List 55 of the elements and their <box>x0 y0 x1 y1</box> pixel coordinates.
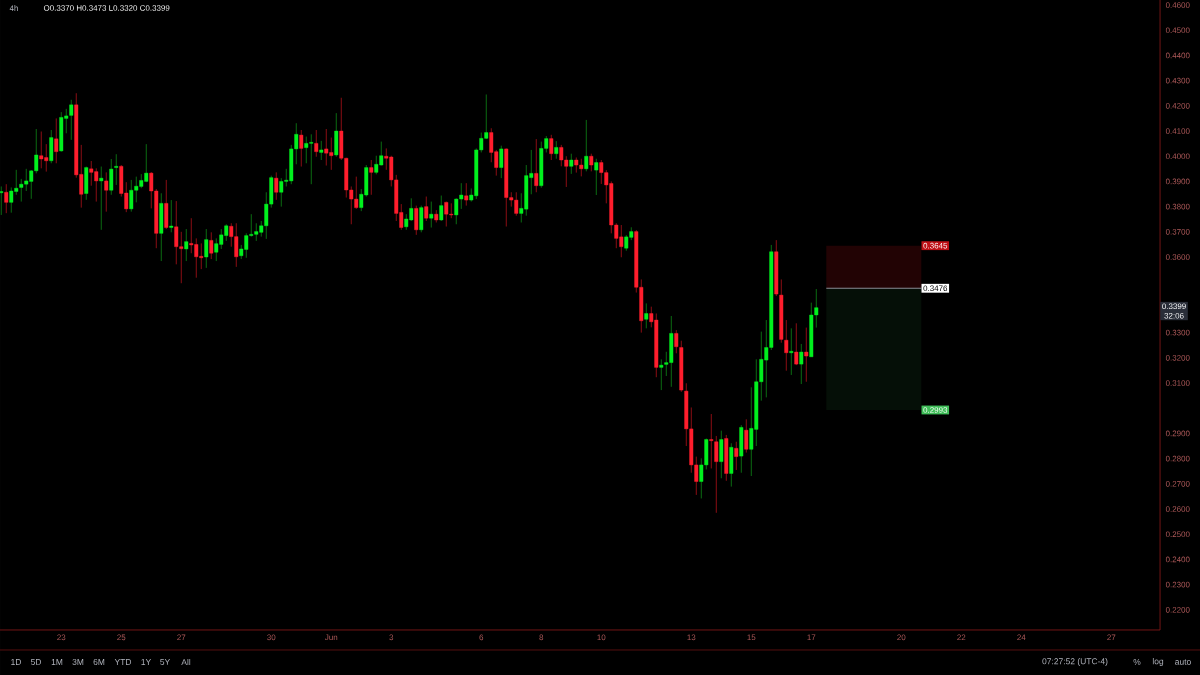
candlestick <box>644 302 649 329</box>
candlestick <box>4 183 9 214</box>
candlestick <box>499 145 504 179</box>
candlestick <box>419 205 424 233</box>
candlestick <box>334 112 339 158</box>
candlestick <box>369 159 374 196</box>
candlestick <box>314 129 319 158</box>
candlestick <box>424 196 429 222</box>
text: 5Y <box>160 659 171 665</box>
candlestick <box>534 138 539 193</box>
text: 07:27:52 (UTC-4) <box>1042 658 1108 666</box>
candlestick <box>569 153 574 175</box>
candlestick <box>719 430 724 479</box>
candlestick <box>799 343 804 385</box>
text: 1D <box>11 659 22 665</box>
candlestick <box>204 228 209 269</box>
candlestick <box>734 441 739 471</box>
candlestick <box>414 205 419 236</box>
candlestick <box>184 228 189 262</box>
candlestick <box>274 171 279 201</box>
candlestick <box>99 166 104 231</box>
candlestick <box>549 134 554 161</box>
candlestick <box>784 319 789 372</box>
candlestick <box>584 119 589 172</box>
candlestick <box>464 182 469 207</box>
candlestick <box>594 158 599 196</box>
text: YTD <box>114 659 132 665</box>
candlestick <box>794 322 799 366</box>
candlestick <box>674 329 679 354</box>
text: 1M <box>51 659 63 665</box>
candlestick <box>299 129 304 168</box>
candlestick <box>439 195 444 222</box>
text: 1Y <box>141 659 152 665</box>
candlestick <box>709 413 714 469</box>
candlestick <box>209 231 214 260</box>
candlestick <box>49 129 54 164</box>
candlestick <box>114 153 119 186</box>
text: 5D <box>30 659 42 665</box>
candlestick <box>169 199 174 233</box>
candlestick <box>109 158 114 196</box>
candlestick <box>319 140 324 161</box>
candlestick <box>714 435 719 514</box>
candlestick <box>789 327 794 376</box>
text: 3M <box>72 658 84 665</box>
text: All <box>181 658 191 666</box>
candlestick <box>0 185 4 216</box>
candlestick <box>429 201 434 229</box>
text: auto <box>1175 659 1191 665</box>
text: log <box>1152 658 1164 666</box>
text: % <box>1133 659 1141 665</box>
candlestick <box>804 327 809 383</box>
text: 6M <box>93 658 105 665</box>
candlestick <box>104 171 109 213</box>
candlestick <box>744 418 749 454</box>
candlestick <box>54 117 59 164</box>
